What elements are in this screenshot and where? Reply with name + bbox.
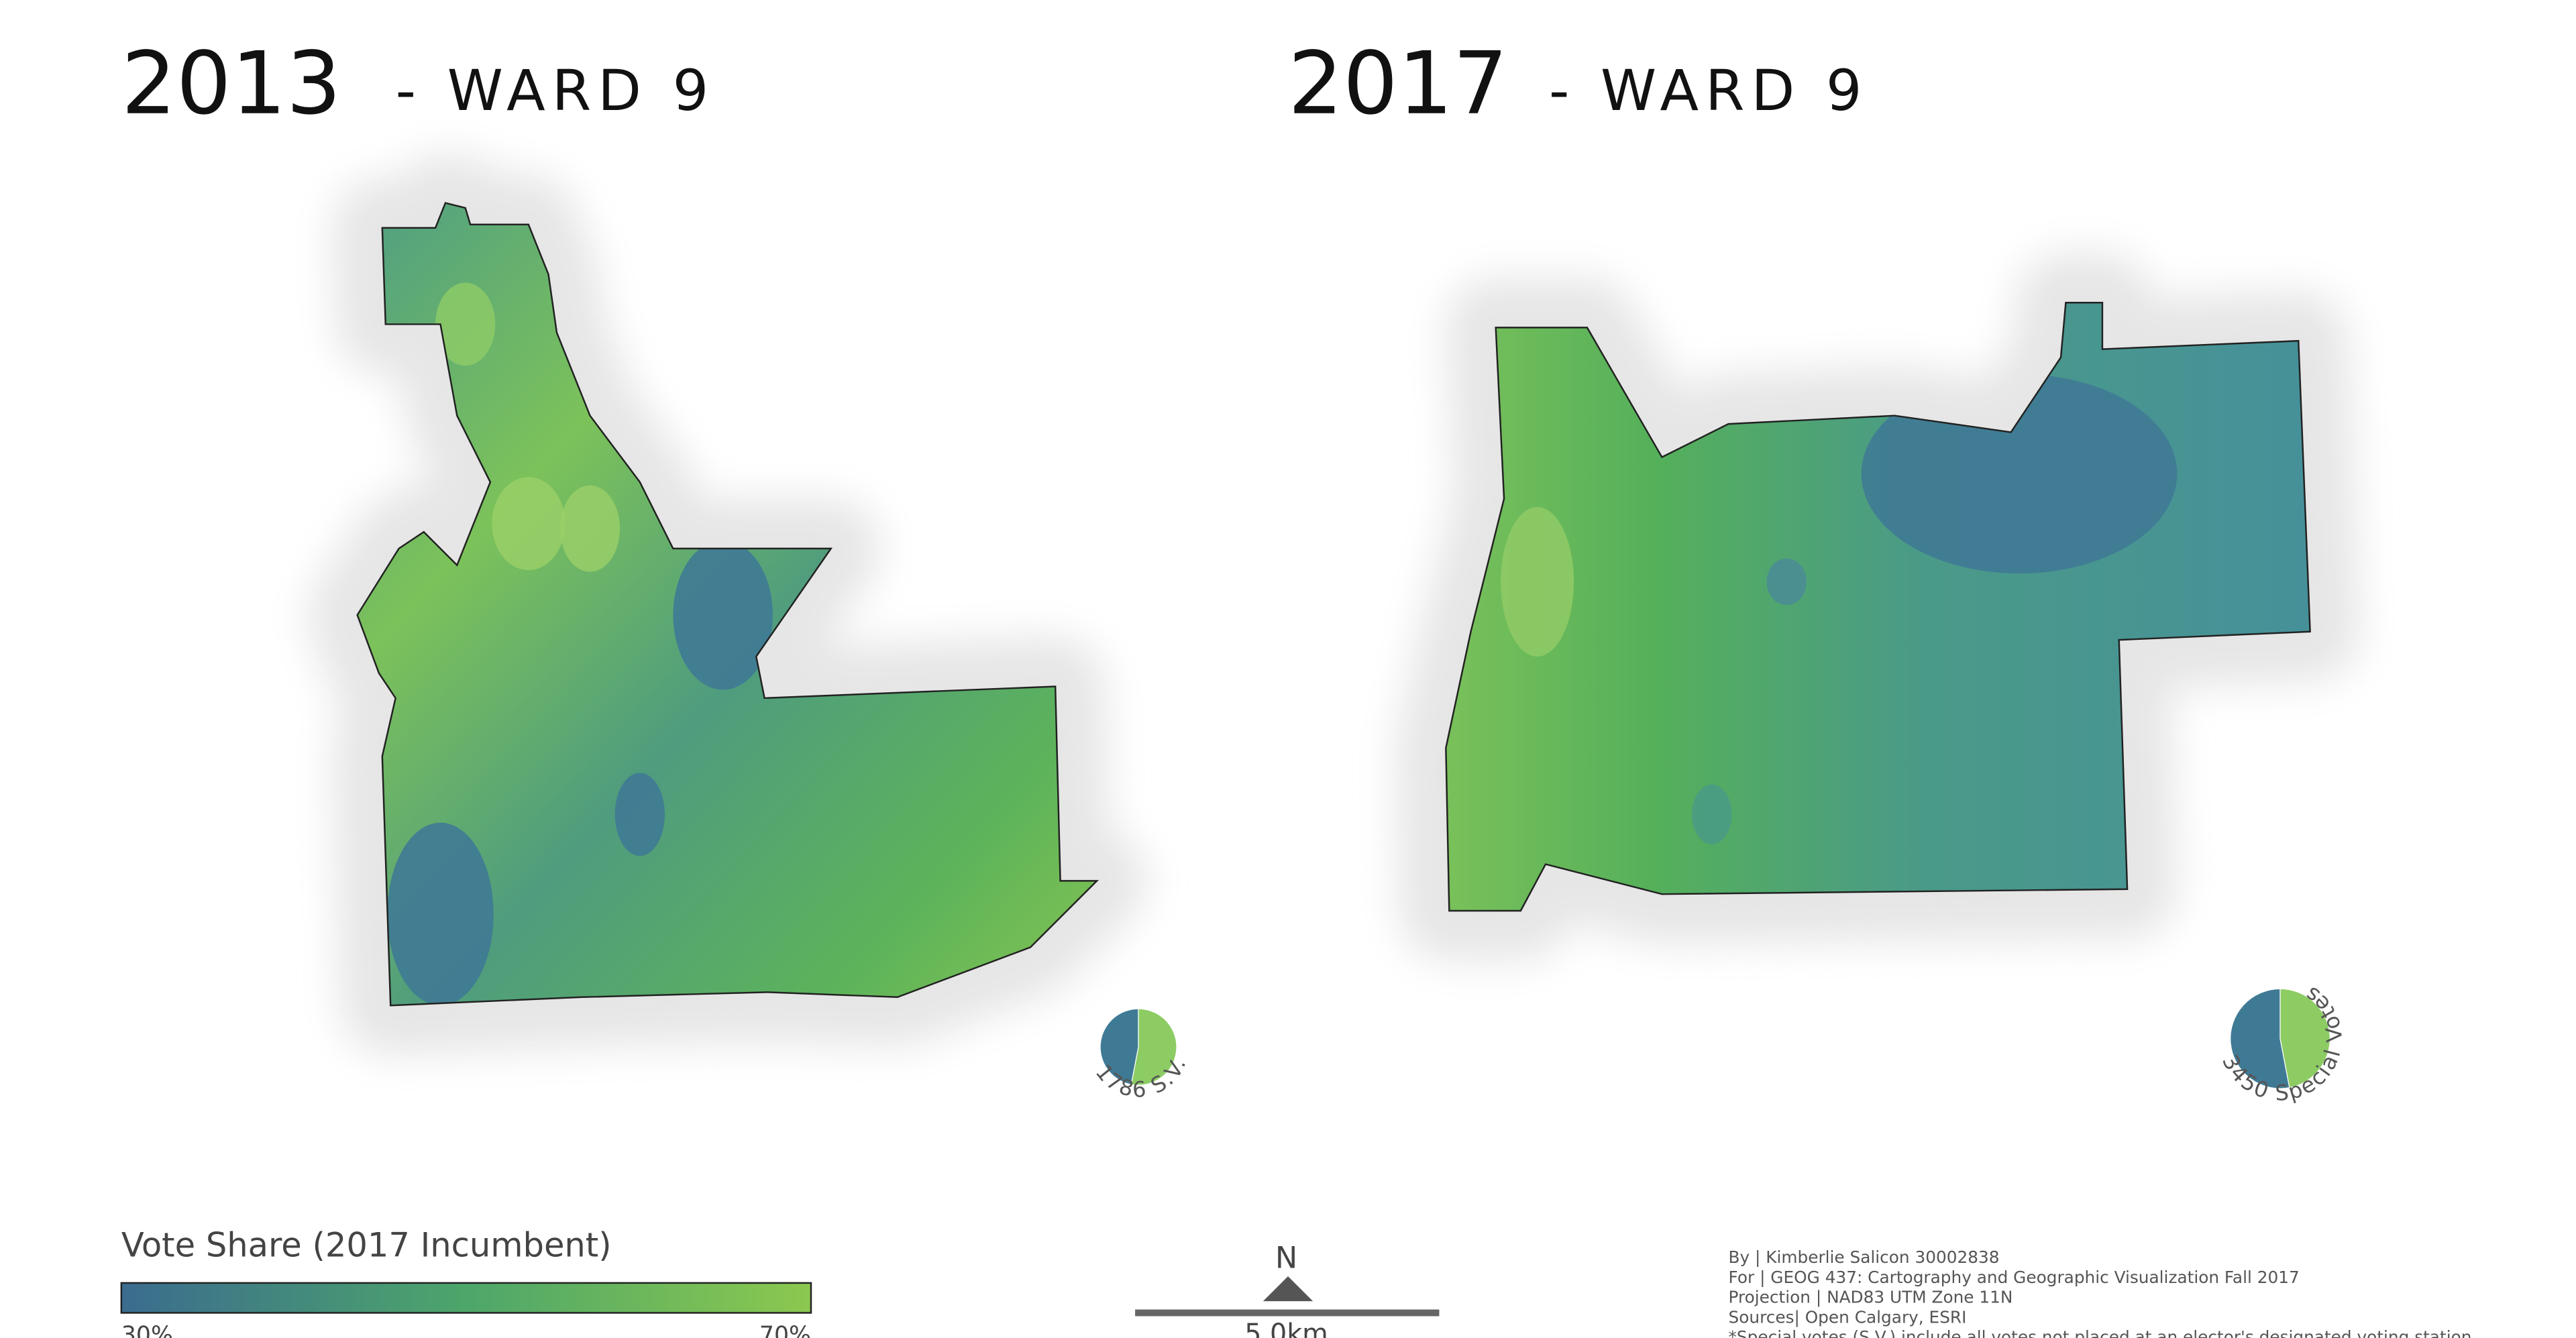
pie-slice (2279, 988, 2330, 1089)
credit-line: *Special votes (S.V.) include all votes … (1729, 1327, 2472, 1338)
special-votes: 1786 S.V. 3450 Special Votes (1091, 981, 2346, 1106)
legend-max: 70% (759, 1322, 811, 1338)
pie-slice (2230, 988, 2290, 1089)
credit-line: Sources| Open Calgary, ESRI (1729, 1307, 1967, 1327)
credit-line: For | GEOG 437: Cartography and Geograph… (1729, 1268, 2300, 1287)
map-2013 (356, 202, 1098, 1007)
title-ward: - WARD 9 (396, 58, 715, 123)
credit-line: By | Kimberlie Salicon 30002838 (1729, 1247, 2000, 1267)
title-ward: - WARD 9 (1549, 58, 1868, 123)
title-year: 2017 (1288, 34, 1508, 134)
scale-label: 5.0km (1244, 1319, 1328, 1338)
legend-min: 30% (121, 1322, 173, 1338)
credit-line: Projection | NAD83 UTM Zone 11N (1729, 1288, 2013, 1307)
pie-slice (1130, 1008, 1177, 1086)
legend-title: Vote Share (2017 Incumbent) (121, 1225, 612, 1264)
color-bar (120, 1282, 812, 1314)
north-label: N (1275, 1241, 1297, 1276)
pie-slice (1099, 1008, 1139, 1085)
north-arrow (1263, 1276, 1313, 1302)
title-year: 2013 (121, 34, 341, 134)
